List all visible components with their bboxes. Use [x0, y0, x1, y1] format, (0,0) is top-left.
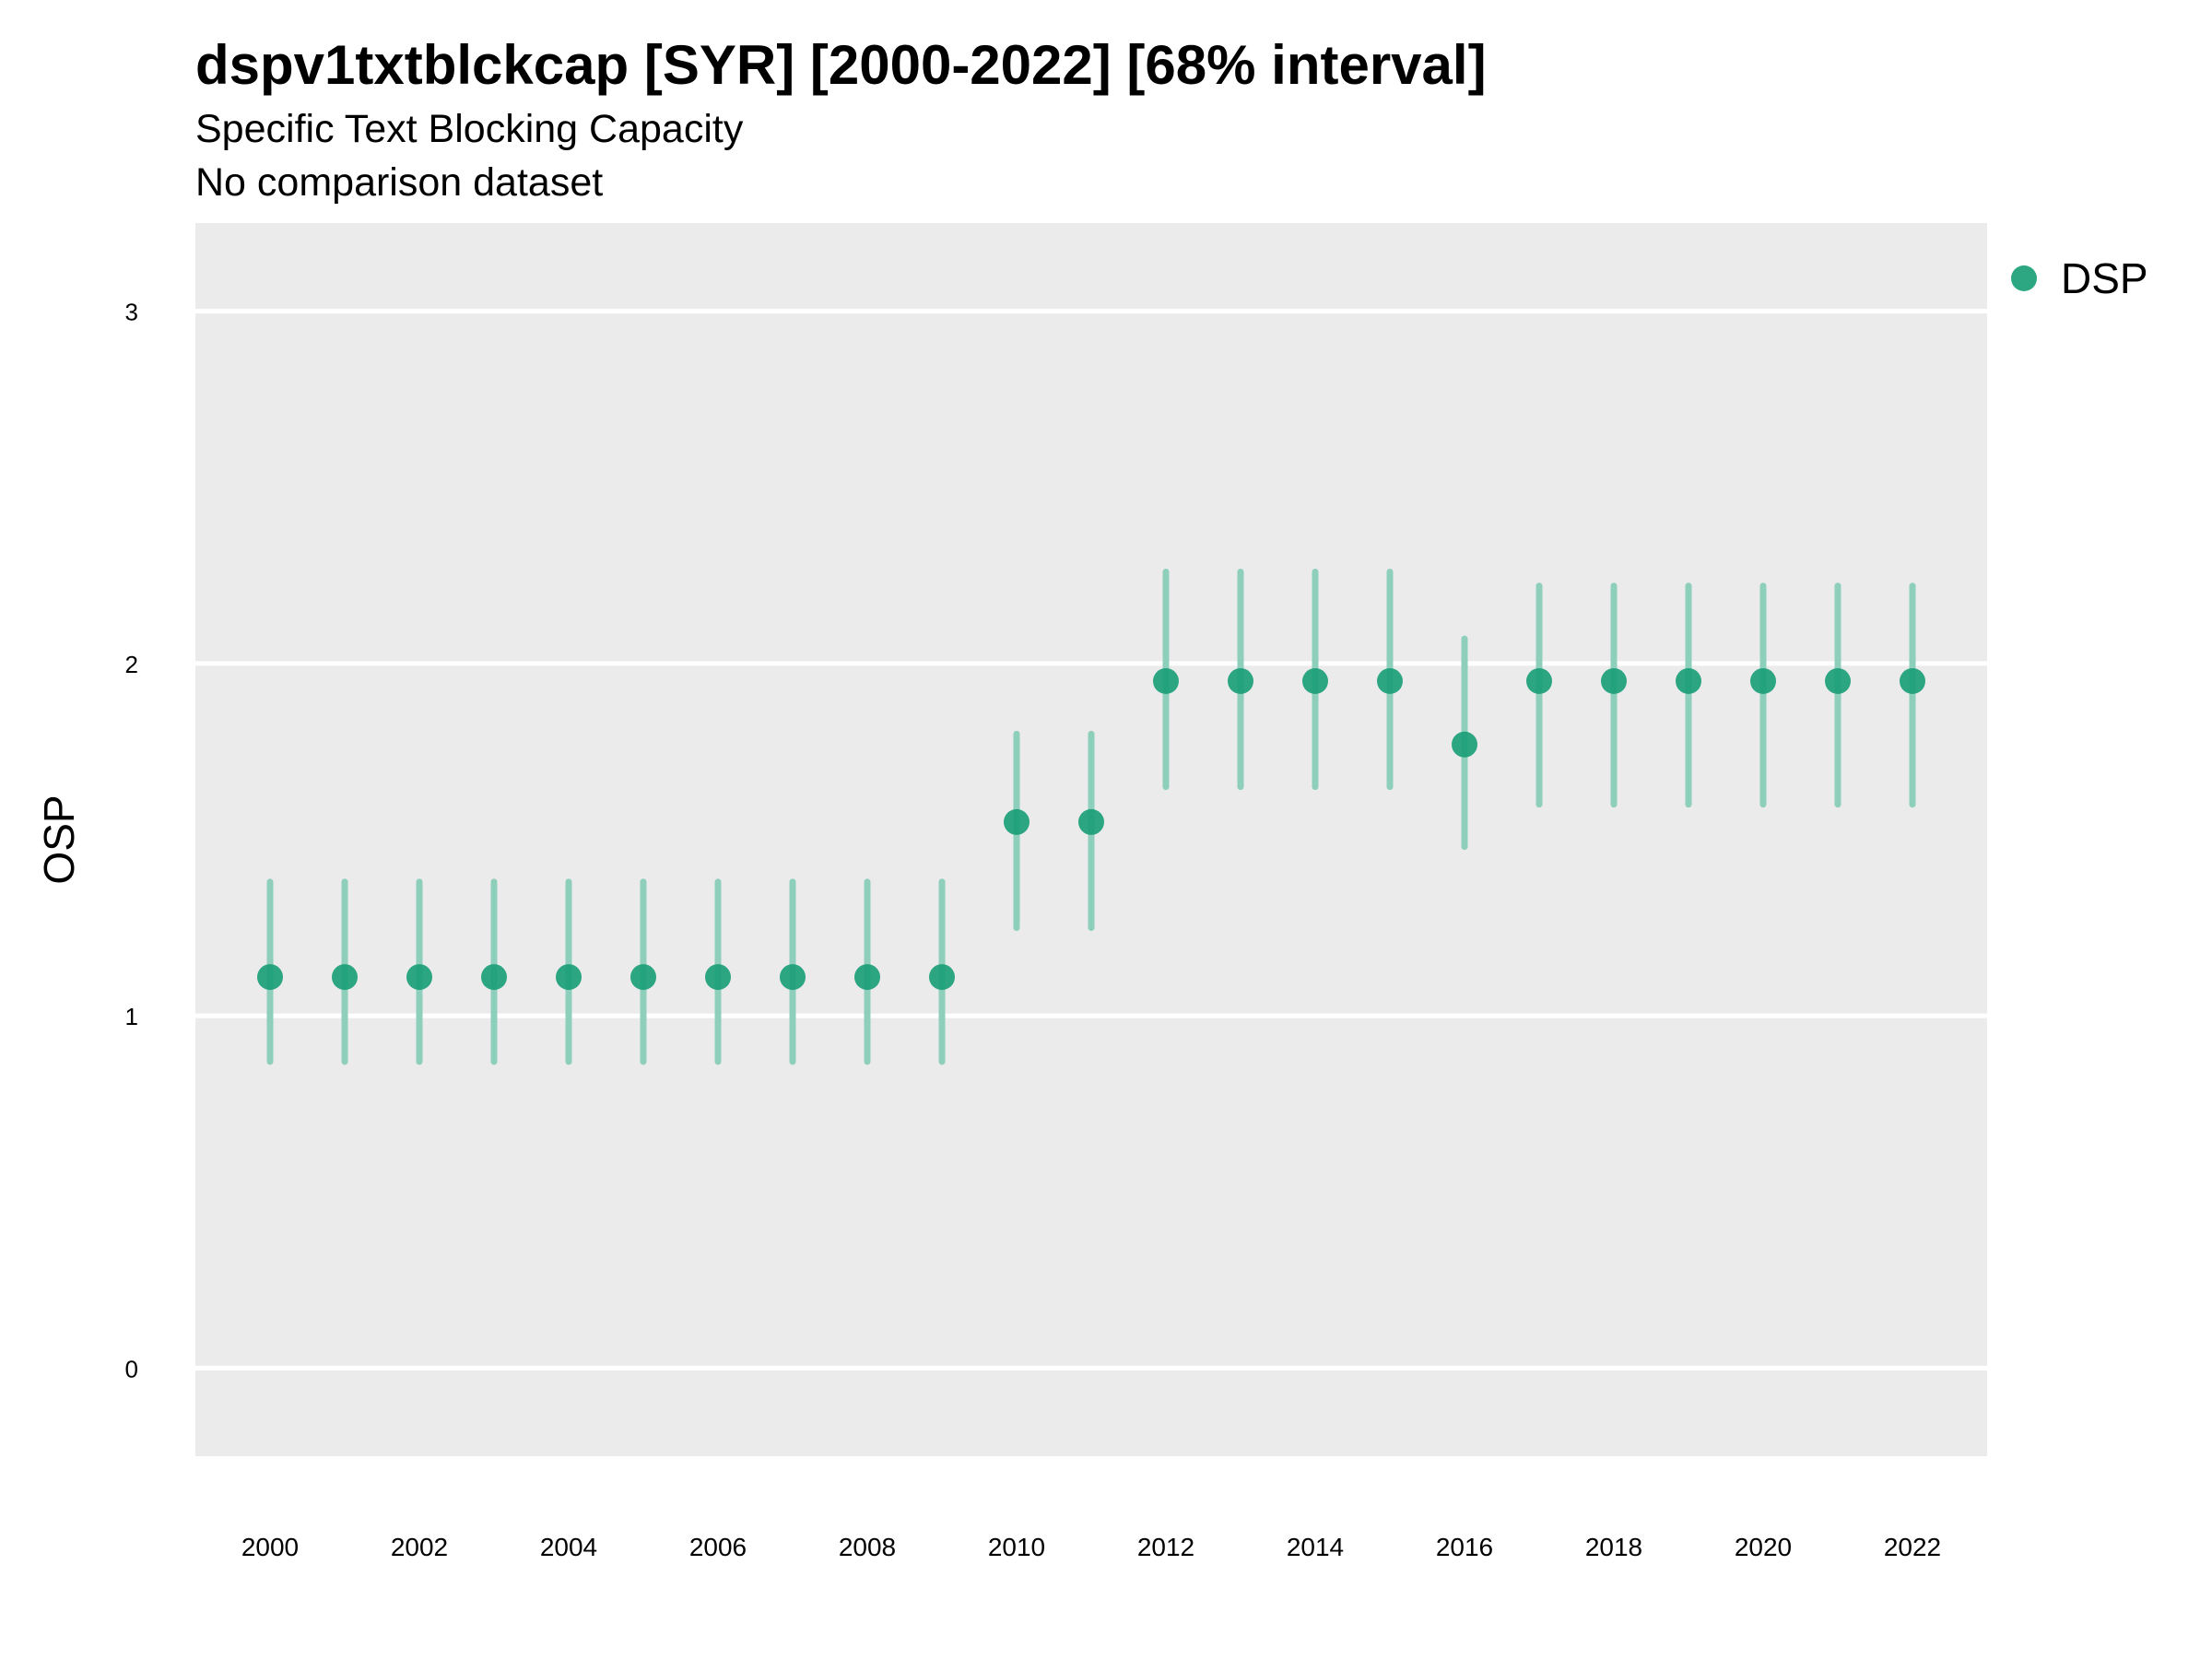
y-tick-label: 3 — [125, 299, 138, 326]
data-point — [1900, 667, 1925, 694]
x-tick-label: 2012 — [1137, 1533, 1194, 1561]
x-tick-label: 2016 — [1436, 1533, 1493, 1561]
data-point — [1078, 808, 1104, 835]
x-tick-label: 2004 — [540, 1533, 597, 1561]
legend: DSP — [2011, 254, 2148, 302]
x-tick-label: 2008 — [839, 1533, 896, 1561]
data-point — [705, 964, 731, 991]
x-tick-label: 2018 — [1585, 1533, 1642, 1561]
data-point — [1676, 667, 1701, 694]
data-point — [1452, 731, 1477, 758]
y-tick-label: 2 — [125, 651, 138, 678]
x-tick-label: 2002 — [391, 1533, 448, 1561]
axes: 0 1 2 3 2000 2002 2004 2006 2008 2010 2012 2014 2016… — [35, 299, 1941, 1561]
legend-key-dsp — [2011, 265, 2037, 291]
data-point — [406, 964, 432, 991]
data-point — [481, 964, 507, 991]
plot-marks — [257, 568, 1925, 1065]
data-point — [1228, 667, 1253, 694]
plot-panel — [195, 223, 1987, 1456]
data-point — [1153, 667, 1179, 694]
chart-title: dspv1txtblckcap [SYR] [2000-2022] [68% i… — [195, 34, 1487, 96]
data-point — [1302, 667, 1328, 694]
chart-caption: No comparison dataset — [195, 160, 604, 205]
x-tick-label: 2020 — [1735, 1533, 1792, 1561]
data-point — [1750, 667, 1776, 694]
x-tick-label: 2010 — [988, 1533, 1045, 1561]
data-point — [929, 964, 955, 991]
y-axis-title: OSP — [35, 794, 83, 884]
x-tick-label: 2000 — [241, 1533, 299, 1561]
legend-label-dsp: DSP — [2061, 254, 2148, 302]
data-point — [1004, 808, 1030, 835]
chart-subtitle: Specific Text Blocking Capacity — [195, 107, 744, 151]
data-point — [630, 964, 656, 991]
data-point — [854, 964, 880, 991]
y-tick-label: 0 — [125, 1355, 138, 1382]
data-point — [1377, 667, 1403, 694]
data-point — [556, 964, 582, 991]
x-tick-label: 2006 — [689, 1533, 747, 1561]
data-point — [1601, 667, 1627, 694]
data-point — [332, 964, 358, 991]
data-point — [780, 964, 806, 991]
data-point — [1526, 667, 1552, 694]
x-tick-label: 2014 — [1287, 1533, 1344, 1561]
y-tick-label: 1 — [125, 1003, 138, 1030]
data-point — [1825, 667, 1851, 694]
data-point — [257, 964, 283, 991]
x-tick-label: 2022 — [1884, 1533, 1941, 1561]
